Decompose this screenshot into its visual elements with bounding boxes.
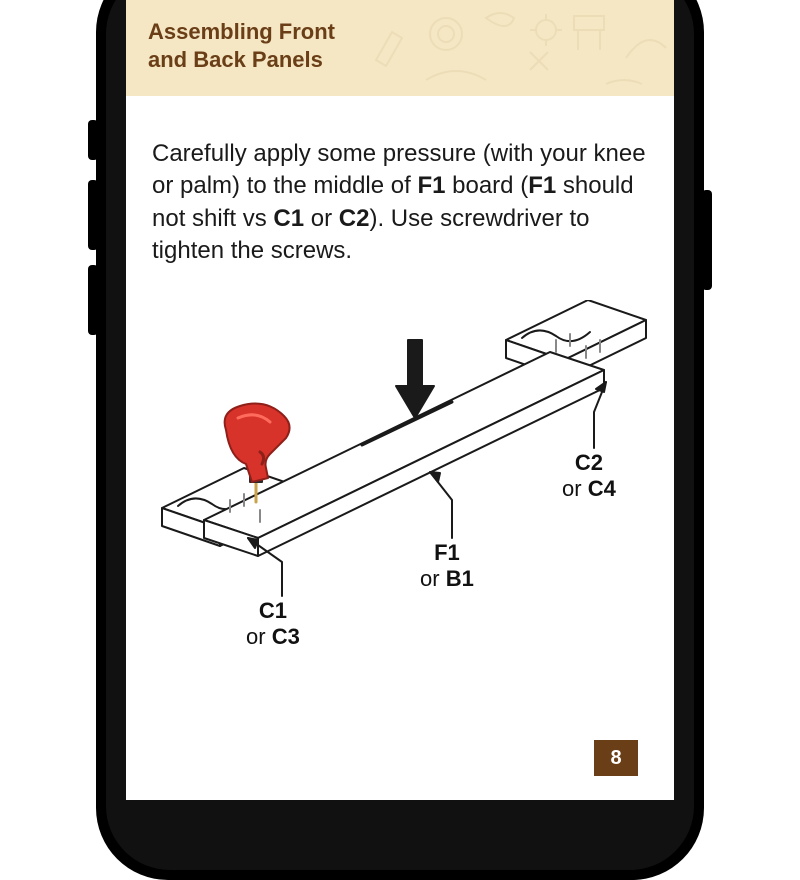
- label-c2: C2 or C4: [562, 450, 616, 503]
- label-secondary-bold: B1: [446, 566, 474, 591]
- label-secondary-bold: C3: [272, 624, 300, 649]
- pressure-arrow-icon: [396, 340, 434, 418]
- label-secondary-pre: or: [562, 476, 588, 501]
- section-title-line2: and Back Panels: [148, 47, 323, 72]
- instruction-text: Carefully apply some pressure (with your…: [152, 138, 648, 268]
- callout-leader-middle: [430, 472, 452, 538]
- label-secondary-pre: or: [246, 624, 272, 649]
- label-f1: F1 or B1: [420, 540, 474, 593]
- section-header: Assembling Front and Back Panels: [126, 0, 674, 96]
- assembly-diagram: C1 or C3 F1 or B1 C2 or C4: [152, 300, 648, 660]
- instruction-fragment: board (: [445, 172, 528, 199]
- page-number-value: 8: [610, 747, 621, 770]
- label-c1: C1 or C3: [246, 598, 300, 651]
- instruction-fragment: or: [304, 205, 339, 232]
- instruction-bold: F1: [417, 172, 445, 199]
- label-secondary-pre: or: [420, 566, 446, 591]
- document-page: Assembling Front and Back Panels Careful…: [126, 0, 674, 800]
- instruction-bold: F1: [528, 172, 556, 199]
- instruction-bold: C2: [339, 205, 370, 232]
- page-number: 8: [594, 740, 638, 776]
- section-title-line1: Assembling Front: [148, 19, 335, 44]
- label-primary: C2: [575, 450, 603, 475]
- label-secondary-bold: C4: [588, 476, 616, 501]
- label-primary: F1: [434, 540, 460, 565]
- section-title: Assembling Front and Back Panels: [148, 18, 652, 73]
- instruction-bold: C1: [273, 205, 304, 232]
- instruction-block: Carefully apply some pressure (with your…: [126, 96, 674, 268]
- label-primary: C1: [259, 598, 287, 623]
